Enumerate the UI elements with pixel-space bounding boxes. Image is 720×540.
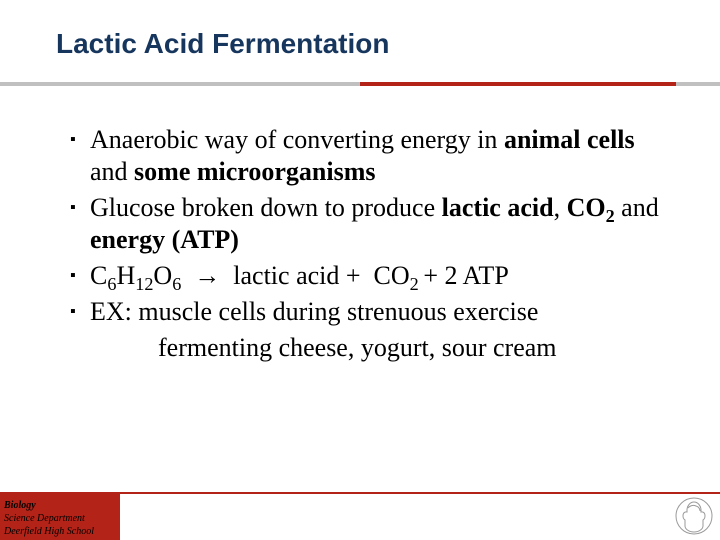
underline-red	[360, 82, 676, 86]
bullet-marker-icon: ▪	[70, 124, 90, 156]
bullet-item: ▪Anaerobic way of converting energy in a…	[70, 124, 672, 188]
footer-logo-icon	[674, 496, 714, 536]
bullet-item: ▪Glucose broken down to produce lactic a…	[70, 192, 672, 256]
footer-text: Biology Science Department Deerfield Hig…	[4, 499, 94, 538]
bullet-text: C6H12O6 → lactic acid + CO2 + 2 ATP	[90, 260, 509, 292]
footer-dept: Science Department	[4, 513, 85, 524]
title-underline	[0, 82, 720, 90]
content-area: ▪Anaerobic way of converting energy in a…	[70, 124, 672, 364]
title-area: Lactic Acid Fermentation	[0, 0, 720, 60]
bullet-marker-icon: ▪	[70, 260, 90, 292]
bullet-item: ▪C6H12O6 → lactic acid + CO2 + 2 ATP	[70, 260, 672, 292]
footer-school: Deerfield High School	[4, 526, 94, 537]
footer-course: Biology	[4, 500, 36, 511]
bullet-marker-icon: ▪	[70, 192, 90, 224]
slide: Lactic Acid Fermentation ▪Anaerobic way …	[0, 0, 720, 540]
bullet-text: Anaerobic way of converting energy in an…	[90, 124, 672, 188]
slide-title: Lactic Acid Fermentation	[56, 28, 720, 60]
footer: Biology Science Department Deerfield Hig…	[0, 492, 720, 540]
bullet-text: Glucose broken down to produce lactic ac…	[90, 192, 672, 256]
bullet-text: EX: muscle cells during strenuous exerci…	[90, 296, 538, 328]
bullet-continuation: fermenting cheese, yogurt, sour cream	[158, 332, 672, 364]
bullet-marker-icon: ▪	[70, 296, 90, 328]
bullet-item: ▪EX: muscle cells during strenuous exerc…	[70, 296, 672, 328]
